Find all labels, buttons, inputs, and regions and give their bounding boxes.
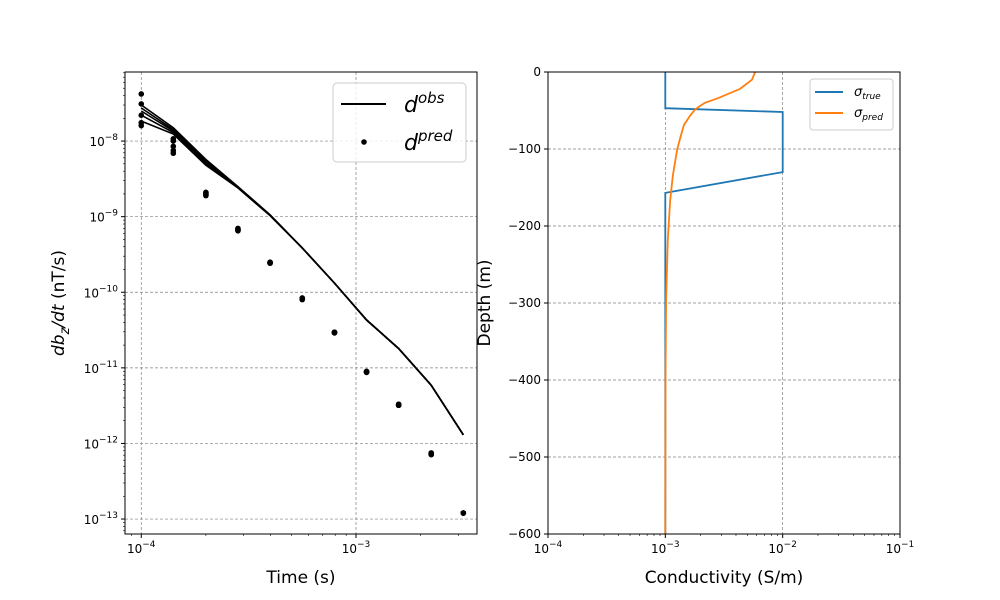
x-axis-label: Time (s)	[265, 568, 335, 588]
y-tick-label: 10−8	[89, 133, 118, 149]
obs-line-sounding-4	[140, 114, 464, 436]
y-axis-label: Depth (m)	[475, 259, 495, 346]
y-tick-label: 10−10	[84, 284, 119, 300]
y-tick-label-base: 10	[84, 513, 99, 527]
y-tick-label: 10−13	[84, 511, 118, 527]
pred-point	[138, 101, 145, 107]
y-tick-label-base: 10	[89, 135, 104, 149]
legend-box	[332, 82, 467, 163]
legend-base: d	[404, 131, 419, 156]
legend-base: d	[404, 93, 419, 118]
y-tick-label-exp: −13	[99, 511, 118, 521]
x-tick-label: 10−2	[768, 540, 797, 556]
y-label-rest: /dt	[49, 303, 69, 330]
y-tick-label: −300	[508, 296, 541, 310]
y-label-sub: z	[58, 326, 73, 335]
series-line-sigma-true	[664, 72, 784, 534]
y-tick-label-base: 10	[84, 286, 99, 300]
series-line-sigma-pred	[664, 71, 756, 535]
pred-point	[170, 150, 177, 157]
y-tick-label: −600	[508, 527, 541, 541]
x-tick-label: 10−3	[651, 540, 680, 556]
pred-point	[395, 402, 402, 409]
legend-sub: true	[862, 92, 881, 102]
x-tick-label-base: 10	[127, 542, 142, 556]
y-tick-label: −400	[508, 373, 541, 387]
legend-sup: obs	[418, 89, 445, 107]
y-tick-label: −500	[508, 450, 541, 464]
y-tick-label-exp: −8	[105, 133, 119, 143]
y-tick-label-exp: −12	[99, 435, 118, 445]
obs-line-sounding-5	[141, 120, 464, 436]
x-tick-label-exp: −3	[666, 540, 679, 550]
pred-point	[138, 122, 145, 129]
legend-pred-dot	[361, 139, 367, 145]
y-tick-label-base: 10	[84, 362, 99, 376]
legend-sub: pred	[861, 113, 883, 123]
x-tick-label-base: 10	[651, 542, 666, 556]
pred-point	[138, 91, 145, 97]
x-tick-label-base: 10	[534, 542, 549, 556]
pred-point	[267, 260, 273, 267]
right-axes-depth-vs-conductivity: 10−4 10−3 10−2 10−10−100−200−300−400−500−60…	[475, 65, 914, 588]
legend-label-pred: dpred	[404, 127, 453, 156]
pred-point	[170, 138, 177, 144]
pred-point	[460, 510, 467, 516]
pred-point	[235, 228, 241, 234]
y-tick-label: −100	[508, 142, 541, 156]
legend-base: σ	[854, 106, 863, 121]
left-axes-dbdt-vs-time: 10−4 10−310−810−910−1010−1110−1210−13Time…	[49, 71, 478, 588]
x-tick-label: 10−4	[534, 540, 563, 556]
x-tick-label: 10−3	[342, 540, 371, 556]
x-axis-label: Conductivity (S/m)	[645, 568, 804, 588]
legend-label-true: σtrue	[854, 85, 881, 102]
pred-point	[138, 112, 145, 118]
x-tick-label: 10−4	[127, 540, 156, 556]
y-axis-label: dbz/dt (nT/s)	[49, 250, 73, 356]
y-tick-label-exp: −9	[105, 209, 119, 219]
x-tick-label-exp: −4	[549, 540, 563, 550]
x-tick-label-base: 10	[886, 542, 901, 556]
legend-label-obs: dobs	[404, 89, 445, 118]
y-tick-label: 0	[533, 65, 541, 79]
y-tick-label-base: 10	[89, 211, 104, 225]
pred-point	[331, 330, 338, 336]
x-tick-label-exp: −3	[357, 540, 370, 550]
pred-point	[428, 451, 435, 458]
y-label-unit: (nT/s)	[49, 250, 69, 304]
y-tick-label: −200	[508, 219, 541, 233]
x-tick-label-exp: −1	[901, 540, 914, 550]
x-tick-label-exp: −4	[142, 540, 156, 550]
y-tick-label-base: 10	[84, 437, 99, 451]
pred-point	[363, 369, 370, 376]
pred-point	[203, 192, 209, 199]
pred-point	[170, 143, 177, 150]
legend-base: σ	[854, 85, 863, 100]
y-tick-label: 10−11	[84, 360, 118, 376]
x-tick-label-exp: −2	[784, 540, 797, 550]
y-tick-label-exp: −11	[99, 360, 118, 370]
legend-label-pred: σpred	[854, 106, 883, 123]
axes-frame	[124, 71, 478, 535]
y-tick-label-exp: −10	[99, 284, 118, 294]
x-tick-label-base: 10	[342, 542, 357, 556]
legend-sup: pred	[417, 127, 453, 145]
pred-point	[299, 296, 306, 303]
x-tick-label: 10−1	[886, 540, 915, 556]
y-tick-label: 10−9	[89, 209, 118, 225]
y-tick-label: 10−12	[84, 435, 118, 451]
axes-frame	[547, 71, 901, 535]
y-label-base: db	[49, 334, 69, 356]
x-tick-label-base: 10	[768, 542, 783, 556]
